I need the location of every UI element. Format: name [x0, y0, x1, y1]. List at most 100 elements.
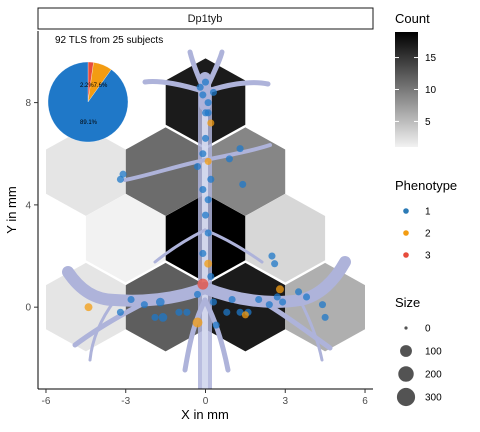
x-tick-label-3: 3	[282, 396, 288, 407]
data-point-45	[273, 293, 281, 301]
data-point-23	[204, 259, 213, 268]
data-point-42	[241, 311, 249, 319]
data-point-44	[265, 301, 273, 309]
hex-cell-4	[85, 193, 166, 283]
data-point-18	[116, 175, 124, 183]
data-point-27	[127, 295, 135, 304]
x-tick-label-1: -3	[121, 396, 130, 407]
data-point-25	[268, 252, 276, 260]
data-point-21	[204, 229, 212, 237]
size-key-200	[398, 366, 414, 382]
hex-cell-6	[245, 193, 326, 283]
data-point-47	[279, 298, 287, 306]
data-point-1	[199, 91, 207, 99]
data-point-49	[302, 293, 311, 301]
count-colorbar	[395, 32, 418, 147]
y-axis-ticks: 0 4 8	[25, 98, 38, 314]
count-legend-ticks: 5 10 15	[395, 53, 437, 128]
data-point-31	[175, 308, 183, 316]
phenotype-label-3: 3	[425, 251, 431, 262]
annotation-text: 92 TLS from 25 subjects	[55, 35, 163, 46]
phenotype-label-2: 2	[425, 229, 431, 240]
facet-strip	[37, 7, 374, 30]
hex-cell-9	[205, 262, 286, 352]
phenotype-legend: 1 2 3	[403, 207, 431, 262]
data-point-37	[212, 321, 220, 329]
size-key-0	[404, 326, 408, 330]
count-legend-title: Count	[395, 11, 430, 26]
size-key-100	[400, 345, 412, 357]
data-point-46	[275, 285, 284, 294]
data-point-38	[223, 308, 231, 316]
data-point-6	[209, 88, 218, 96]
data-point-35	[192, 317, 203, 328]
size-label-300: 300	[425, 393, 442, 404]
x-tick-label-2: 0	[203, 396, 209, 407]
count-tick-label-2: 15	[425, 53, 437, 64]
points-layer	[84, 78, 329, 329]
data-point-4	[207, 119, 215, 127]
size-label-100: 100	[425, 347, 442, 358]
data-point-32	[183, 308, 191, 316]
data-point-54	[151, 313, 159, 321]
data-point-20	[201, 211, 210, 219]
data-point-50	[318, 301, 327, 309]
y-tick-label-1: 4	[25, 200, 31, 211]
data-point-29	[155, 297, 165, 307]
data-point-34	[197, 278, 209, 290]
data-point-26	[271, 260, 279, 268]
data-point-19	[239, 180, 247, 188]
data-point-7	[196, 83, 204, 91]
phenotype-legend-title: Phenotype	[395, 178, 457, 193]
phenotype-key-2	[403, 230, 409, 236]
size-legend-title: Size	[395, 295, 420, 310]
data-point-22	[199, 249, 207, 258]
facet-label: Dp1tyb	[188, 13, 223, 25]
hex-cell-8	[125, 262, 206, 352]
pie-small-labels: 2.2%7.6%	[80, 83, 108, 89]
x-axis-ticks: -6 -3 0 3 6	[42, 389, 368, 407]
pie-slice-1	[47, 61, 129, 143]
data-point-2	[204, 99, 212, 107]
pie-label-main: 89.1%	[80, 120, 98, 126]
x-tick-label-4: 6	[362, 396, 368, 407]
data-point-53	[116, 308, 124, 316]
data-point-24	[207, 272, 215, 281]
data-point-40	[236, 308, 244, 316]
y-tick-label-0: 0	[25, 303, 31, 314]
data-point-30	[158, 313, 168, 322]
x-tick-label-0: -6	[42, 396, 51, 407]
hexbin-layer	[46, 58, 365, 352]
count-tick-label-0: 5	[425, 117, 431, 128]
data-point-43	[255, 295, 263, 304]
data-point-51	[321, 313, 329, 321]
data-point-9	[199, 150, 207, 158]
y-tick-label-2: 8	[25, 98, 31, 109]
y-axis-title: Y in mm	[4, 186, 19, 233]
x-axis-title: X in mm	[181, 407, 229, 422]
data-point-16	[225, 155, 233, 163]
inset-pie: 89.1%	[47, 61, 129, 143]
data-point-36	[209, 298, 218, 306]
size-label-0: 0	[425, 324, 431, 335]
data-point-48	[295, 288, 303, 296]
data-point-8	[201, 134, 210, 142]
count-tick-label-1: 10	[425, 85, 437, 96]
hex-cell-3	[205, 127, 286, 216]
data-point-10	[204, 157, 212, 165]
size-key-300	[396, 387, 416, 407]
data-point-0	[201, 78, 210, 86]
hex-cell-1	[46, 127, 126, 216]
size-label-200: 200	[425, 370, 442, 381]
data-point-52	[84, 303, 93, 312]
data-point-39	[228, 295, 236, 304]
phenotype-label-1: 1	[425, 207, 431, 218]
data-point-5	[204, 109, 212, 117]
data-point-28	[140, 301, 148, 309]
data-point-12	[207, 175, 215, 183]
data-point-14	[204, 196, 212, 204]
data-point-15	[236, 145, 244, 153]
phenotype-key-3	[403, 252, 409, 258]
data-point-33	[193, 290, 202, 298]
